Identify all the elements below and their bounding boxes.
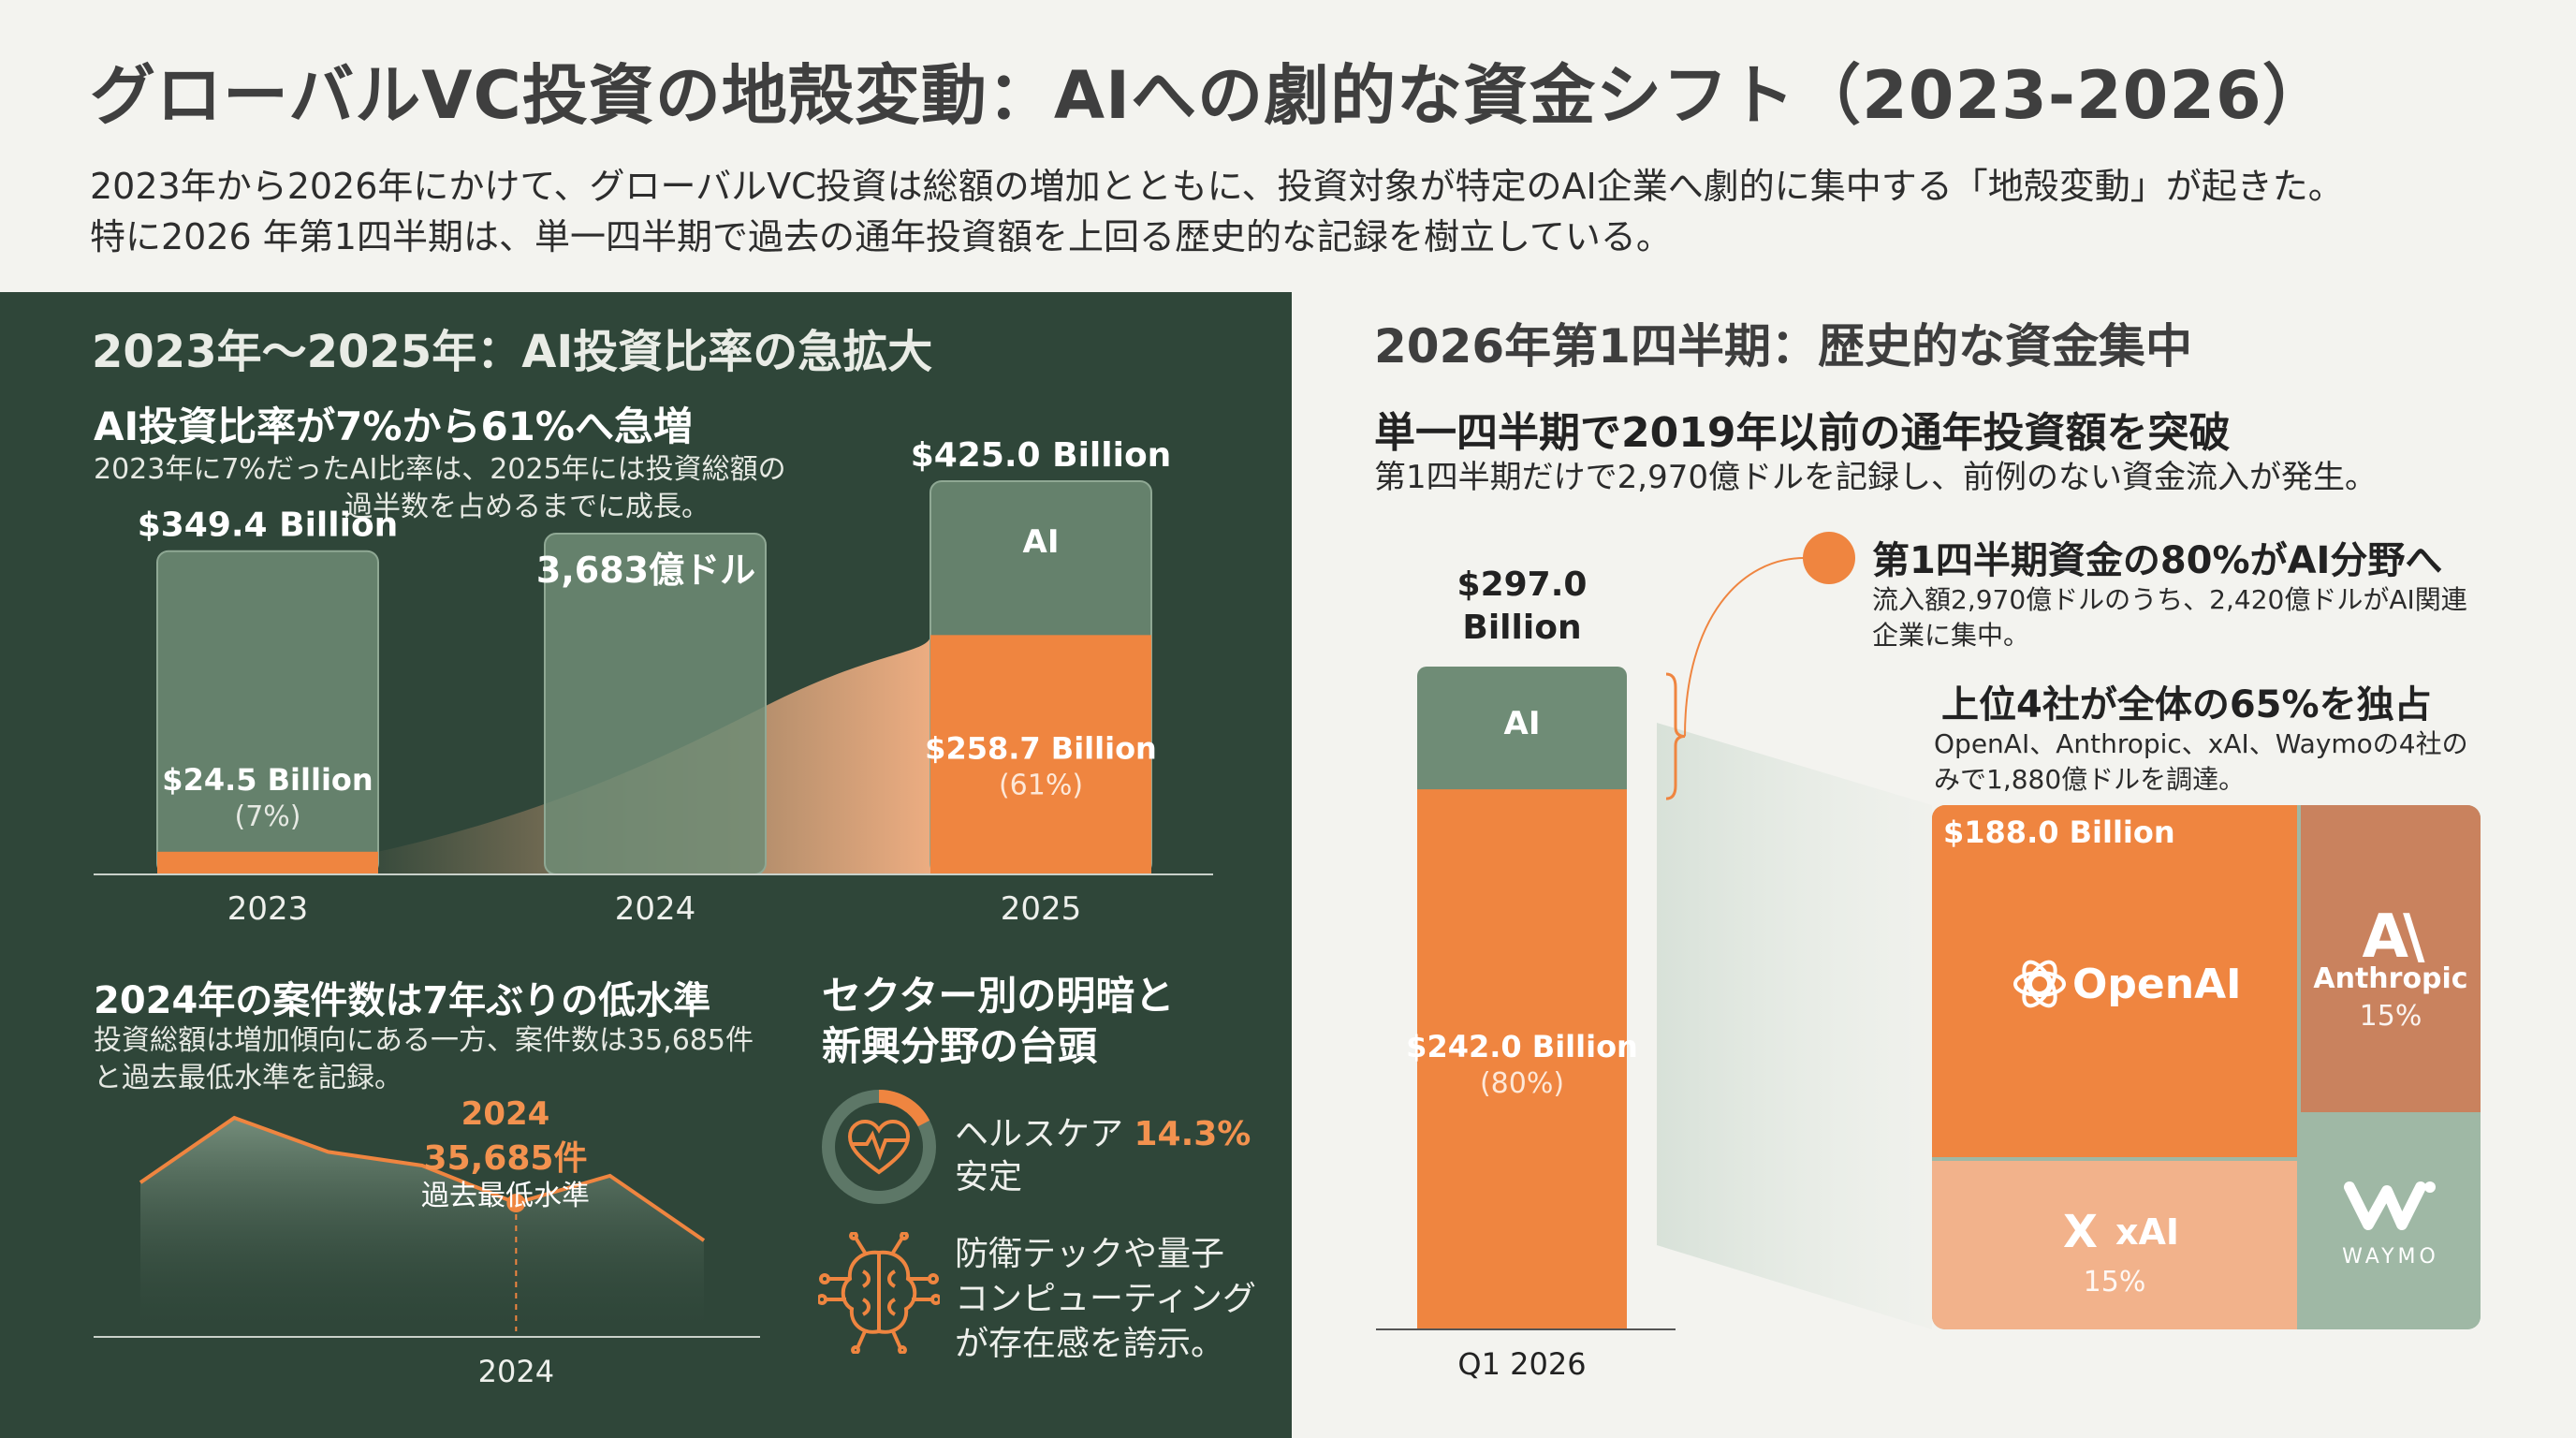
health-note: 安定 xyxy=(955,1158,1023,1196)
q1-ai-value-label: $242.0 Billion xyxy=(1406,1029,1638,1064)
brain-circuit-icon xyxy=(818,1232,940,1354)
q1-bar-ai xyxy=(1417,789,1627,1329)
health-row: ヘルスケア 14.3% xyxy=(955,1107,1251,1155)
ai-label-2023: $24.5 Billion xyxy=(162,762,373,798)
heart-pulse-icon xyxy=(822,1089,936,1204)
left-section-title: 2023年〜2025年：AI投資比率の急拡大 xyxy=(92,326,933,378)
openai-logo-icon xyxy=(2013,960,2066,1008)
left-panel: 2023年〜2025年：AI投資比率の急拡大 AI投資比率が7%から61%へ急増… xyxy=(0,292,1292,1438)
deals-heading: 2024年の案件数は7年ぶりの低水準 xyxy=(94,979,711,1022)
treemap-cell-xai: X xAI 15% xyxy=(1932,1161,2297,1329)
ratio-heading: AI投資比率が7%から61%へ急増 xyxy=(94,404,693,449)
bar-ai-2025 xyxy=(930,635,1151,874)
top4-desc-line-2: みで1,880億ドルを調達。 xyxy=(1934,764,2246,795)
treemap-cell-anthropic: A\ Anthropic 15% xyxy=(2301,805,2481,1112)
health-label: ヘルスケア xyxy=(955,1115,1124,1153)
tech-line-2: コンピューティング xyxy=(955,1280,1256,1318)
ai-share-desc-line-1: 流入額2,970億ドルのうち、2,420億ドルがAI関連 xyxy=(1872,584,2467,615)
ai-pct-2025: (61%) xyxy=(999,769,1083,801)
ai-label-2025: $258.7 Billion xyxy=(925,730,1157,766)
treemap-cell-openai: $188.0 Billion OpenAI xyxy=(1932,805,2297,1157)
bar-total-label-2024: 3,683億ドル xyxy=(536,550,755,591)
x-tick-2025: 2025 xyxy=(1001,890,1082,928)
q1-x-tick: Q1 2026 xyxy=(1457,1346,1586,1382)
sector-heading-line-2: 新興分野の台頭 xyxy=(822,1023,1098,1069)
deals-annot-note: 過去最低水準 xyxy=(421,1180,590,1212)
top4-desc-line-1: OpenAI、Anthropic、xAI、Waymoの4社の xyxy=(1934,728,2468,759)
ai-ratio-chart: $349.4 Billion 2023 3,683億ドル 2024 $425.0 Bil… xyxy=(94,436,1213,928)
health-pct: 14.3% xyxy=(1134,1115,1251,1153)
q1-ai-bracket xyxy=(1665,672,1686,800)
treemap-name-xai: xAI xyxy=(2115,1211,2180,1253)
deal-count-line xyxy=(139,1115,706,1242)
treemap-cell-waymo: WAYMO xyxy=(2301,1116,2481,1329)
deal-count-area xyxy=(140,1118,704,1328)
ai-share-desc-line-2: 企業に集中。 xyxy=(1872,620,2030,651)
deals-desc-line-2: と過去最低水準を記録。 xyxy=(94,1062,402,1094)
treemap-name-openai: OpenAI xyxy=(2072,961,2242,1008)
record-heading: 単一四半期で2019年以前の通年投資額を突破 xyxy=(1374,409,2231,457)
x-tick-2023: 2023 xyxy=(227,890,309,928)
top4-heading: 上位4社が全体の65%を独占 xyxy=(1941,683,2432,726)
tech-line-1: 防衛テックや量子 xyxy=(955,1235,1225,1273)
ai-share-marker xyxy=(1803,532,1855,584)
ratio-desc-line-1: 2023年に7%だったAI比率は、2025年には投資総額の xyxy=(94,453,786,486)
bar-total-label-2023: $349.4 Billion xyxy=(138,506,399,545)
q1-total-label-line-2: Billion xyxy=(1462,609,1581,647)
bar-total-label-2025: $425.0 Billion xyxy=(911,436,1172,475)
intro-line-1: 2023年から2026年にかけて、グローバルVC投資は総額の増加とともに、投資対… xyxy=(90,166,2344,207)
top4-treemap: $188.0 Billion OpenAI A\ Anthropic 15% X… xyxy=(1932,805,2481,1329)
page-title: グローバルVC投資の地殻変動：AIへの劇的な資金シフト（2023-2026） xyxy=(90,57,2329,134)
deal-count-low-point xyxy=(506,1194,526,1212)
treemap-pct-anthropic: 15% xyxy=(2359,1000,2422,1033)
q1-ai-segment-label: AI xyxy=(1504,705,1541,742)
ai-share-heading: 第1四半期資金の80%がAI分野へ xyxy=(1872,539,2443,582)
record-desc: 第1四半期だけで2,970億ドルを記録し、前例のない資金流入が発生。 xyxy=(1374,459,2377,496)
treemap-name-waymo: WAYMO xyxy=(2342,1245,2439,1269)
xai-logo-icon: X xyxy=(2063,1206,2099,1258)
intro-line-2: 特に2026 年第1四半期は、単一四半期で過去の通年投資額を上回る歴史的な記録を… xyxy=(90,216,1672,257)
x-tick-2024: 2024 xyxy=(615,890,696,928)
q1-ai-pct-label: (80%) xyxy=(1480,1067,1564,1100)
deals-annot-year: 2024 xyxy=(461,1095,550,1133)
deals-annot-count: 35,685件 xyxy=(423,1139,588,1178)
deal-count-x-tick: 2024 xyxy=(478,1354,554,1389)
ai-pct-2023: (7%) xyxy=(234,800,300,833)
ai-growth-ribbon xyxy=(378,635,930,874)
treemap-total-label: $188.0 Billion xyxy=(1943,814,2175,850)
q1-funnel xyxy=(1657,723,1932,1329)
sector-heading-line-1: セクター別の明暗と xyxy=(822,973,1175,1019)
emerging-tech-text: 防衛テックや量子 コンピューティング が存在感を誇示。 xyxy=(955,1232,1256,1367)
waymo-logo-icon xyxy=(2344,1181,2436,1230)
treemap-name-anthropic: Anthropic xyxy=(2313,962,2468,995)
tech-line-3: が存在感を誇示。 xyxy=(955,1325,1225,1363)
anthropic-logo-icon: A\ xyxy=(2362,902,2425,972)
deals-desc-line-1: 投資総額は増加傾向にある一方、案件数は35,685件 xyxy=(94,1024,754,1057)
right-section-title: 2026年第1四半期：歴史的な資金集中 xyxy=(1374,319,2192,374)
q1-ai-connector xyxy=(1684,557,1806,737)
deal-count-chart: 2024 xyxy=(94,1115,760,1389)
ratio-desc-line-2: 過半数を占めるまでに成長。 xyxy=(344,491,710,523)
q1-total-label-line-1: $297.0 xyxy=(1457,565,1588,604)
ai-segment-label-2025: AI xyxy=(1023,523,1060,561)
bar-ai-2023 xyxy=(157,851,378,874)
treemap-pct-xai: 15% xyxy=(2083,1266,2146,1299)
